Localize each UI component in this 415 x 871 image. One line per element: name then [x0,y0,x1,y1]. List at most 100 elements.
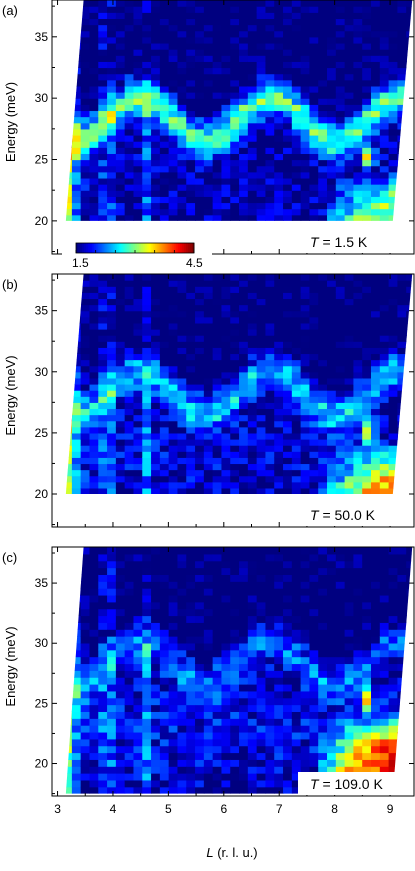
heatmap-cell [406,553,413,562]
heatmap-cell [195,779,205,788]
heatmap-cell [203,704,214,712]
heatmap-cell [124,690,135,699]
heatmap-cell [115,745,126,754]
heatmap-cell [256,359,267,367]
heatmap-cell [195,304,205,312]
heatmap-cell [335,487,346,494]
heatmap-cell [212,475,223,483]
heatmap-cell [291,42,302,50]
heatmap-cell [186,67,196,75]
heatmap-cell [124,110,135,118]
heatmap-cell [300,766,311,774]
heatmap-cell [98,567,108,575]
heatmap-cell [133,622,143,630]
heatmap-cell [300,752,311,760]
heatmap-cell [265,759,275,767]
heatmap-cell [133,286,143,293]
heatmap-cell [221,335,231,342]
heatmap-cell [265,649,275,658]
heatmap-cell [115,298,126,306]
heatmap-cell [142,601,152,610]
heatmap-cell [406,12,413,20]
heatmap-cell [230,79,240,87]
heatmap-cell [71,208,82,216]
heatmap-cell [291,547,302,555]
heatmap-cell [212,298,223,306]
heatmap-cell [344,18,355,26]
heatmap-cell [80,463,91,471]
heatmap-cell [291,608,302,617]
heatmap-cell [65,457,73,465]
heatmap-cell [300,110,311,118]
heatmap-cell [203,475,214,483]
heatmap-cell [265,636,275,644]
heatmap-cell [177,274,187,281]
heatmap-cell [142,684,152,692]
heatmap-cell [239,567,249,575]
heatmap-cell [107,347,117,355]
heatmap-cell [362,347,372,355]
heatmap-cell [124,49,135,56]
heatmap-cell [379,745,390,754]
heatmap-cell [142,371,152,379]
heatmap-cell [80,432,91,440]
heatmap-cell [195,67,205,75]
heatmap-cell [177,286,187,293]
heatmap-cell [309,98,319,105]
heatmap-cell [388,745,399,754]
heatmap-cell [212,725,223,733]
heatmap-cell [309,36,319,44]
heatmap-cell [186,426,196,434]
heatmap-cell [344,588,355,596]
heatmap-cell [230,12,240,20]
heatmap-cell [98,177,108,185]
heatmap-cell [133,656,143,665]
heatmap-cell [221,365,231,373]
heatmap-cell [115,335,126,342]
heatmap-cell [283,85,293,93]
heatmap-cell [195,553,205,562]
heatmap-cell [256,208,267,216]
heatmap-cell [274,292,284,300]
heatmap-cell [256,49,267,56]
heatmap-cell [230,594,240,603]
heatmap-cell [142,481,152,489]
heatmap-cell [159,55,170,62]
heatmap-cell [98,731,108,740]
heatmap-cell [89,177,99,185]
heatmap-cell [133,773,143,781]
heatmap-cell [291,567,302,575]
heatmap-cell [397,574,407,582]
heatmap-cell [80,745,91,754]
heatmap-cell [335,280,346,287]
heatmap-cell [318,629,328,637]
heatmap-cell [247,316,258,324]
heatmap-cell [177,377,187,385]
heatmap-cell [230,766,240,774]
heatmap-cell [239,55,249,62]
heatmap-cell [89,159,99,167]
heatmap-cell [362,408,372,416]
heatmap-cell [186,697,196,706]
heatmap-cell [98,316,108,324]
colorbar-swatch [119,243,122,253]
heatmap-cell [107,759,117,767]
heatmap-cell [177,601,187,610]
heatmap-cell [371,134,381,142]
heatmap-cell [212,432,223,440]
heatmap-cell [327,30,337,38]
heatmap-cell [256,184,267,191]
heatmap-cell [203,347,214,355]
heatmap-cell [71,656,82,665]
heatmap-cell [159,457,170,465]
heatmap-cell [300,402,311,410]
heatmap-cell [283,171,293,179]
heatmap-cell [159,24,170,32]
heatmap-cell [177,196,187,204]
heatmap-cell [247,622,258,630]
heatmap-cell [151,92,161,99]
heatmap-cell [318,353,328,361]
heatmap-cell [379,371,390,379]
heatmap-cell [318,615,328,623]
heatmap-cell [239,377,249,385]
